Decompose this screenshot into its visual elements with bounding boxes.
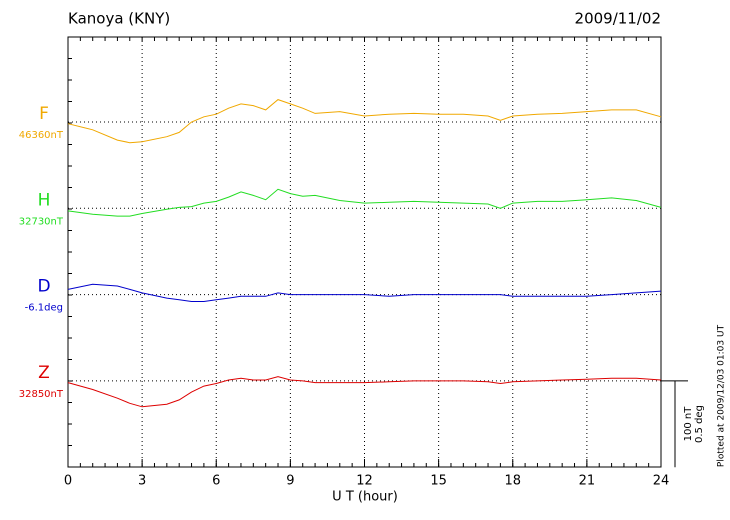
x-tick-label: 0 bbox=[64, 474, 72, 489]
x-tick-label: 12 bbox=[356, 474, 373, 489]
scale-label: 100 nT bbox=[683, 406, 694, 442]
baseline-label: 46360nT bbox=[19, 130, 64, 141]
x-tick-label: 9 bbox=[286, 474, 294, 489]
series-line bbox=[67, 376, 662, 408]
baseline-label: 32730nT bbox=[19, 216, 64, 227]
x-axis-label: U T (hour) bbox=[332, 490, 398, 505]
series-name: Z bbox=[38, 363, 50, 383]
series-line bbox=[67, 188, 662, 217]
series-line bbox=[67, 99, 662, 144]
x-tick-label: 6 bbox=[212, 474, 220, 489]
footnote: Plotted at 2009/12/03 01:03 UT bbox=[717, 324, 727, 467]
x-tick-label: 3 bbox=[138, 474, 146, 489]
series-line bbox=[67, 283, 662, 302]
series-name: D bbox=[37, 277, 50, 297]
baseline-label: -6.1deg bbox=[25, 303, 63, 314]
series-name: F bbox=[39, 104, 49, 124]
series-name: H bbox=[38, 190, 51, 210]
chart-date: 2009/11/02 bbox=[575, 10, 661, 28]
baseline-label: 32850nT bbox=[19, 389, 64, 400]
x-tick-label: 18 bbox=[504, 474, 521, 489]
chart-title: Kanoya (KNY) bbox=[68, 10, 170, 28]
scale-label: 0.5 deg bbox=[694, 405, 705, 443]
x-tick-label: 24 bbox=[653, 474, 670, 489]
x-tick-label: 21 bbox=[579, 474, 596, 489]
x-tick-label: 15 bbox=[430, 474, 447, 489]
